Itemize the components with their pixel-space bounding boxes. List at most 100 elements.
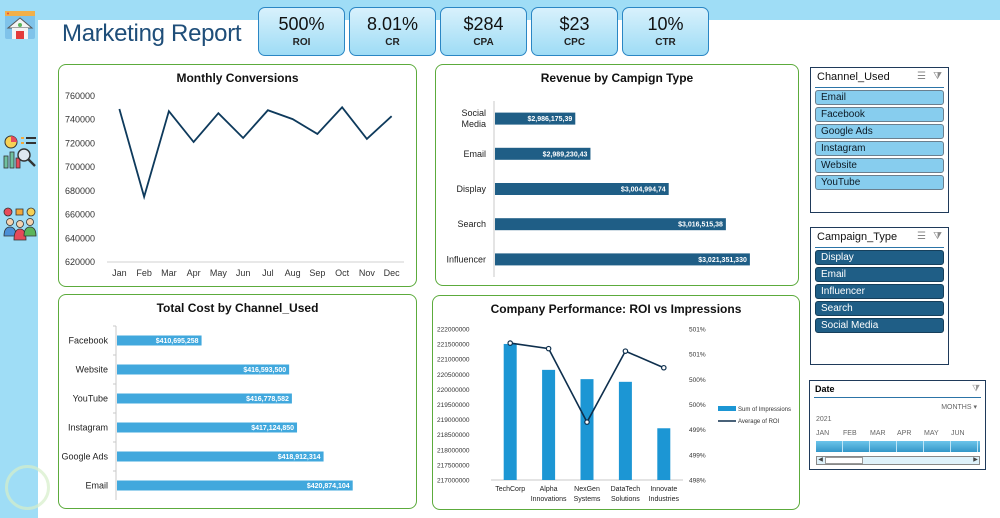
month-segment[interactable] xyxy=(816,441,843,452)
bar xyxy=(117,335,202,346)
home-icon[interactable] xyxy=(2,8,38,44)
data-label: $3,004,994,74 xyxy=(621,187,666,194)
roi-point xyxy=(507,340,514,346)
x-tick-label: Jul xyxy=(262,268,274,278)
slicer-item[interactable]: YouTube xyxy=(815,175,944,190)
month-label: JUN xyxy=(951,430,965,437)
category-label: Facebook xyxy=(68,336,108,346)
audience-feedback-icon[interactable] xyxy=(2,206,38,242)
y-tick-label: 219500000 xyxy=(437,402,470,409)
clear-filter-icon[interactable]: ⧩ xyxy=(933,231,942,242)
y-tick-label: 640000 xyxy=(65,233,95,243)
category-label: Email xyxy=(85,481,108,491)
x-tick-label: Nov xyxy=(359,268,376,278)
analytics-report-icon[interactable] xyxy=(2,134,38,170)
slicer-item[interactable]: Instagram xyxy=(815,141,944,156)
category-label: Instagram xyxy=(68,423,108,433)
slicer-item[interactable]: Email xyxy=(815,90,944,105)
month-labels: JAN FEB MAR APR MAY JUN xyxy=(816,430,976,440)
chart-title: Company Performance: ROI vs Impressions xyxy=(490,302,742,316)
x-tick-label: Mar xyxy=(161,268,177,278)
slicer-item[interactable]: Social Media xyxy=(815,318,944,333)
slicer-item[interactable]: Website xyxy=(815,158,944,173)
impressions-bar xyxy=(542,369,556,480)
slicer-item[interactable]: Influencer xyxy=(815,284,944,299)
page-title: Marketing Report xyxy=(62,20,242,47)
y2-tick-label: 500% xyxy=(689,377,706,384)
kpi-card-cr: 8.01% CR xyxy=(349,7,436,56)
data-label: $416,593,500 xyxy=(243,367,286,374)
category-label: Display xyxy=(456,184,486,194)
kpi-label: ROI xyxy=(292,37,311,48)
slicer-header: Date ⧩ xyxy=(814,381,981,398)
roi-point xyxy=(661,364,667,371)
x-tick-label: Innovate xyxy=(650,486,677,493)
month-segment[interactable] xyxy=(897,441,924,452)
slicer-item[interactable]: Google Ads xyxy=(815,124,944,139)
time-level-dropdown[interactable]: MONTHS ▾ xyxy=(941,403,977,411)
kpi-label: CR xyxy=(385,37,400,48)
category-label: Search xyxy=(457,219,486,229)
scroll-left-icon[interactable]: ◀ xyxy=(818,457,823,463)
slicer-item[interactable]: Email xyxy=(815,267,944,282)
kpi-value: $23 xyxy=(559,14,590,34)
y-tick-label: 219000000 xyxy=(437,417,470,424)
clear-filter-icon[interactable]: ⧩ xyxy=(971,383,980,393)
kpi-card-cpc: $23 CPC xyxy=(531,7,618,56)
slicer-item[interactable]: Search xyxy=(815,301,944,316)
roi-point xyxy=(622,348,629,354)
y-tick-label: 660000 xyxy=(65,210,95,220)
category-label: YouTube xyxy=(73,394,108,404)
impressions-bar xyxy=(503,343,517,480)
multi-select-icon[interactable]: ☰ xyxy=(917,71,926,82)
kpi-value: 500% xyxy=(278,14,325,34)
y-tick-label: 222000000 xyxy=(437,327,470,334)
conversions-line xyxy=(118,105,393,201)
bar xyxy=(117,393,292,404)
slicer-item[interactable]: Facebook xyxy=(815,107,944,122)
x-tick-label: Solutions xyxy=(611,496,640,503)
impressions-bar xyxy=(657,428,671,480)
x-tick-label: Systems xyxy=(574,496,601,503)
monthly-conversions-panel: Monthly Conversions 620000 640000 660000 68… xyxy=(58,64,417,287)
chart-title: Monthly Conversions xyxy=(176,71,299,85)
month-label: FEB xyxy=(843,430,857,437)
scroll-right-icon[interactable]: ▶ xyxy=(973,457,978,463)
x-tick-label: Aug xyxy=(285,268,301,278)
y-tick-label: 220500000 xyxy=(437,372,470,379)
month-label: JAN xyxy=(816,430,830,437)
month-segment[interactable] xyxy=(924,441,951,452)
sidebar xyxy=(0,0,38,518)
revenue-panel: Revenue by Campign Type $2,986,175,39 Soc… xyxy=(435,64,799,286)
slicer-items: Display Email Influencer Search Social Media xyxy=(811,250,948,333)
timeline-scrollbar[interactable]: ◀ ▶ xyxy=(816,456,980,465)
category-label: Google Ads xyxy=(61,452,108,462)
data-label: $417,124,850 xyxy=(251,425,294,432)
timeline-bar[interactable] xyxy=(816,441,980,452)
month-segment[interactable] xyxy=(870,441,897,452)
chart-title: Total Cost by Channel_Used xyxy=(156,301,319,315)
slicer-title: Date xyxy=(815,384,835,394)
multi-select-icon[interactable]: ☰ xyxy=(917,231,926,242)
slicer-item[interactable]: Display xyxy=(815,250,944,265)
slicer-title: Campaign_Type xyxy=(817,231,898,243)
kpi-label: CPA xyxy=(473,37,494,48)
bar xyxy=(117,364,290,375)
x-tick-label: Innovations xyxy=(531,496,567,503)
month-segment[interactable] xyxy=(951,441,978,452)
clear-filter-icon[interactable]: ⧩ xyxy=(933,71,942,82)
month-segment[interactable] xyxy=(843,441,870,452)
category-label: Website xyxy=(76,365,108,375)
y-tick-label: 221000000 xyxy=(437,357,470,364)
campaign-slicer: Campaign_Type ☰ ⧩ Display Email Influencer… xyxy=(810,227,949,365)
kpi-label: CTR xyxy=(655,37,676,48)
y-tick-label: 221500000 xyxy=(437,342,470,349)
kpi-label: CPC xyxy=(563,37,586,48)
data-label: $416,778,582 xyxy=(246,396,289,403)
scroll-thumb[interactable] xyxy=(825,457,863,464)
y-tick-label: 720000 xyxy=(65,138,95,148)
impressions-bar xyxy=(618,381,632,480)
y-tick-label: 620000 xyxy=(65,257,95,267)
watermark-logo xyxy=(5,465,50,510)
